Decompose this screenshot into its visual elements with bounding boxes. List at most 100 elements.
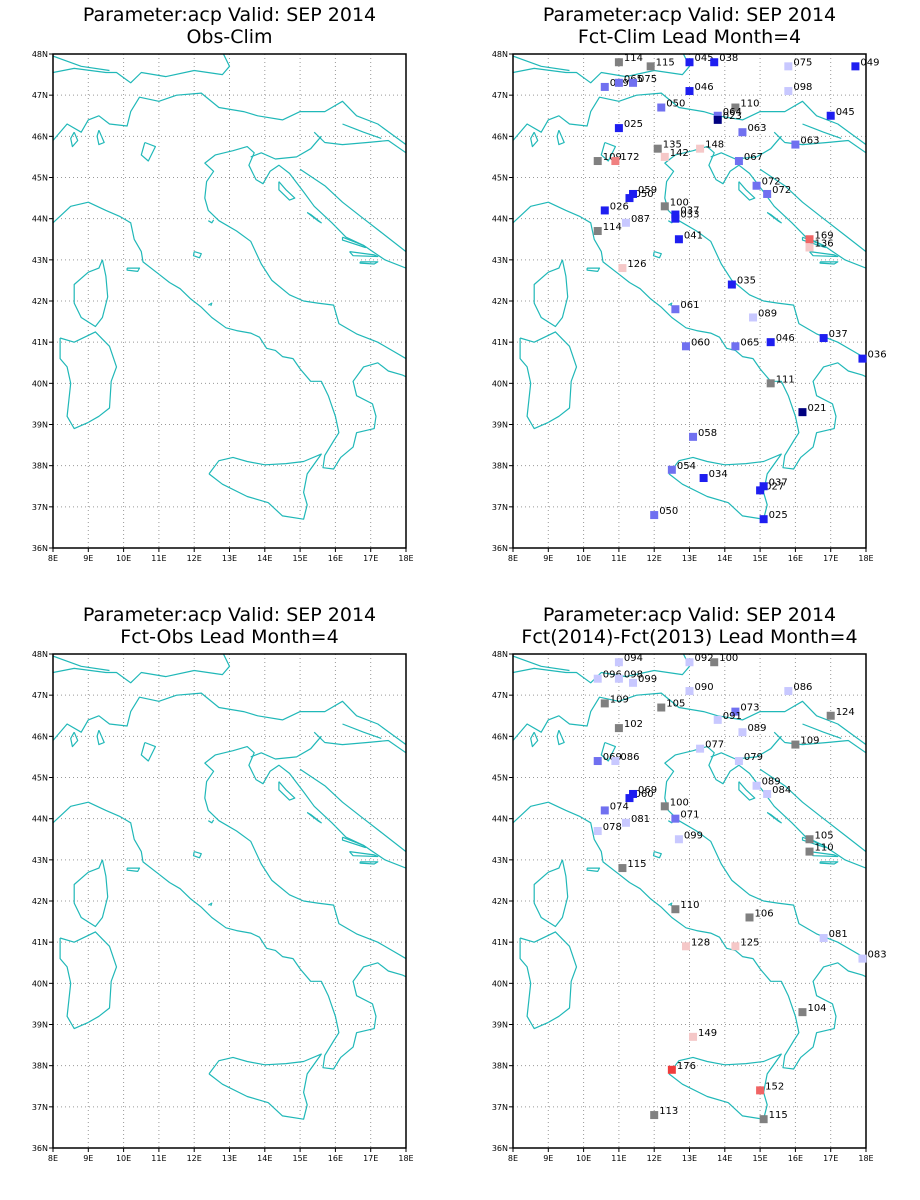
y-tick-label: 45N (32, 774, 48, 783)
station-label: 069 (638, 785, 657, 796)
coastline (70, 731, 79, 748)
coastline (738, 181, 756, 201)
y-tick-label: 46N (32, 132, 48, 141)
coastline (73, 259, 109, 328)
x-tick-label: 18E (858, 554, 873, 563)
station-label: 072 (772, 185, 791, 196)
x-tick-label: 15E (752, 554, 767, 563)
station-label: 023 (723, 111, 742, 122)
station-label: 135 (663, 140, 682, 151)
station-label: 037 (769, 477, 788, 488)
coastline (306, 211, 322, 224)
station-marker (671, 214, 680, 223)
station-marker (784, 62, 793, 71)
y-tick-label: 40N (32, 979, 48, 988)
coastline (342, 123, 382, 139)
coastline (278, 181, 296, 201)
coastline (766, 811, 782, 824)
station-marker (625, 194, 634, 203)
coastline (513, 54, 691, 84)
station-label: 110 (815, 843, 834, 854)
coastline (140, 741, 156, 762)
station-layer: 1141150450380750490690650750460980501100… (593, 53, 887, 524)
coastline (819, 261, 839, 265)
x-tick-label: 12E (187, 1154, 202, 1163)
station-label: 073 (740, 703, 759, 714)
y-tick-label: 37N (492, 503, 508, 512)
station-marker (791, 740, 800, 749)
coastline (299, 768, 406, 853)
map-panel-fct-clim: Parameter:acp Valid: SEP 2014 Fct-Clim Le… (460, 0, 920, 580)
y-tick-label: 40N (32, 379, 48, 388)
station-label: 063 (800, 136, 819, 147)
station-label: 087 (631, 214, 650, 225)
station-label: 091 (723, 711, 742, 722)
station-label: 100 (670, 797, 689, 808)
station-label: 074 (610, 801, 629, 812)
station-label: 172 (620, 152, 639, 163)
station-marker (685, 658, 694, 667)
station-marker (660, 152, 669, 161)
x-tick-label: 8E (508, 554, 518, 563)
station-label: 109 (610, 694, 629, 705)
gridlines (53, 654, 406, 1148)
coastline (513, 146, 866, 470)
station-label: 169 (815, 230, 834, 241)
x-tick-label: 14E (717, 1154, 732, 1163)
x-tick-label: 17E (823, 554, 838, 563)
station-marker (805, 835, 814, 844)
coastline (519, 931, 578, 1030)
coastline (586, 867, 601, 872)
coastline (710, 135, 782, 160)
coastline (53, 746, 406, 1070)
x-tick-label: 9E (543, 1154, 553, 1163)
station-label: 094 (624, 653, 643, 664)
coastline (359, 261, 379, 265)
x-tick-label: 17E (363, 554, 378, 563)
coastline (53, 92, 406, 146)
station-marker (858, 354, 867, 363)
y-tick-label: 39N (32, 421, 48, 430)
station-marker (805, 235, 814, 244)
x-tick-label: 14E (257, 1154, 272, 1163)
station-label: 041 (684, 230, 703, 241)
y-tick-label: 48N (32, 650, 48, 659)
coastline (668, 902, 673, 907)
station-label: 058 (698, 428, 717, 439)
station-marker (618, 264, 627, 273)
x-tick-label: 10E (116, 1154, 131, 1163)
station-marker (600, 699, 609, 708)
y-tick-label: 42N (492, 297, 508, 306)
station-label: 035 (737, 276, 756, 287)
y-tick-label: 45N (32, 174, 48, 183)
coastline (341, 236, 366, 249)
coastline (668, 1053, 782, 1120)
station-label: 115 (627, 859, 646, 870)
station-label: 021 (807, 403, 826, 414)
station-marker (593, 827, 602, 836)
station-marker (826, 711, 835, 720)
station-marker (713, 715, 722, 724)
station-label: 086 (793, 682, 812, 693)
coastline (313, 731, 406, 754)
station-marker (689, 432, 698, 441)
station-label: 077 (705, 740, 724, 751)
station-marker (593, 757, 602, 766)
station-marker (614, 674, 623, 683)
station-label: 034 (709, 469, 728, 480)
y-tick-label: 48N (32, 50, 48, 59)
station-label: 113 (659, 1106, 678, 1117)
coastline (208, 902, 213, 907)
coastline (586, 267, 601, 272)
station-label: 086 (620, 752, 639, 763)
station-label: 125 (740, 937, 759, 948)
y-tick-label: 48N (492, 650, 508, 659)
coastline (773, 731, 866, 754)
station-label: 148 (705, 140, 724, 151)
x-tick-label: 14E (717, 554, 732, 563)
x-tick-label: 17E (363, 1154, 378, 1163)
station-label: 025 (624, 119, 643, 130)
y-tick-label: 38N (32, 462, 48, 471)
coastline (53, 54, 231, 84)
station-label: 050 (666, 99, 685, 110)
